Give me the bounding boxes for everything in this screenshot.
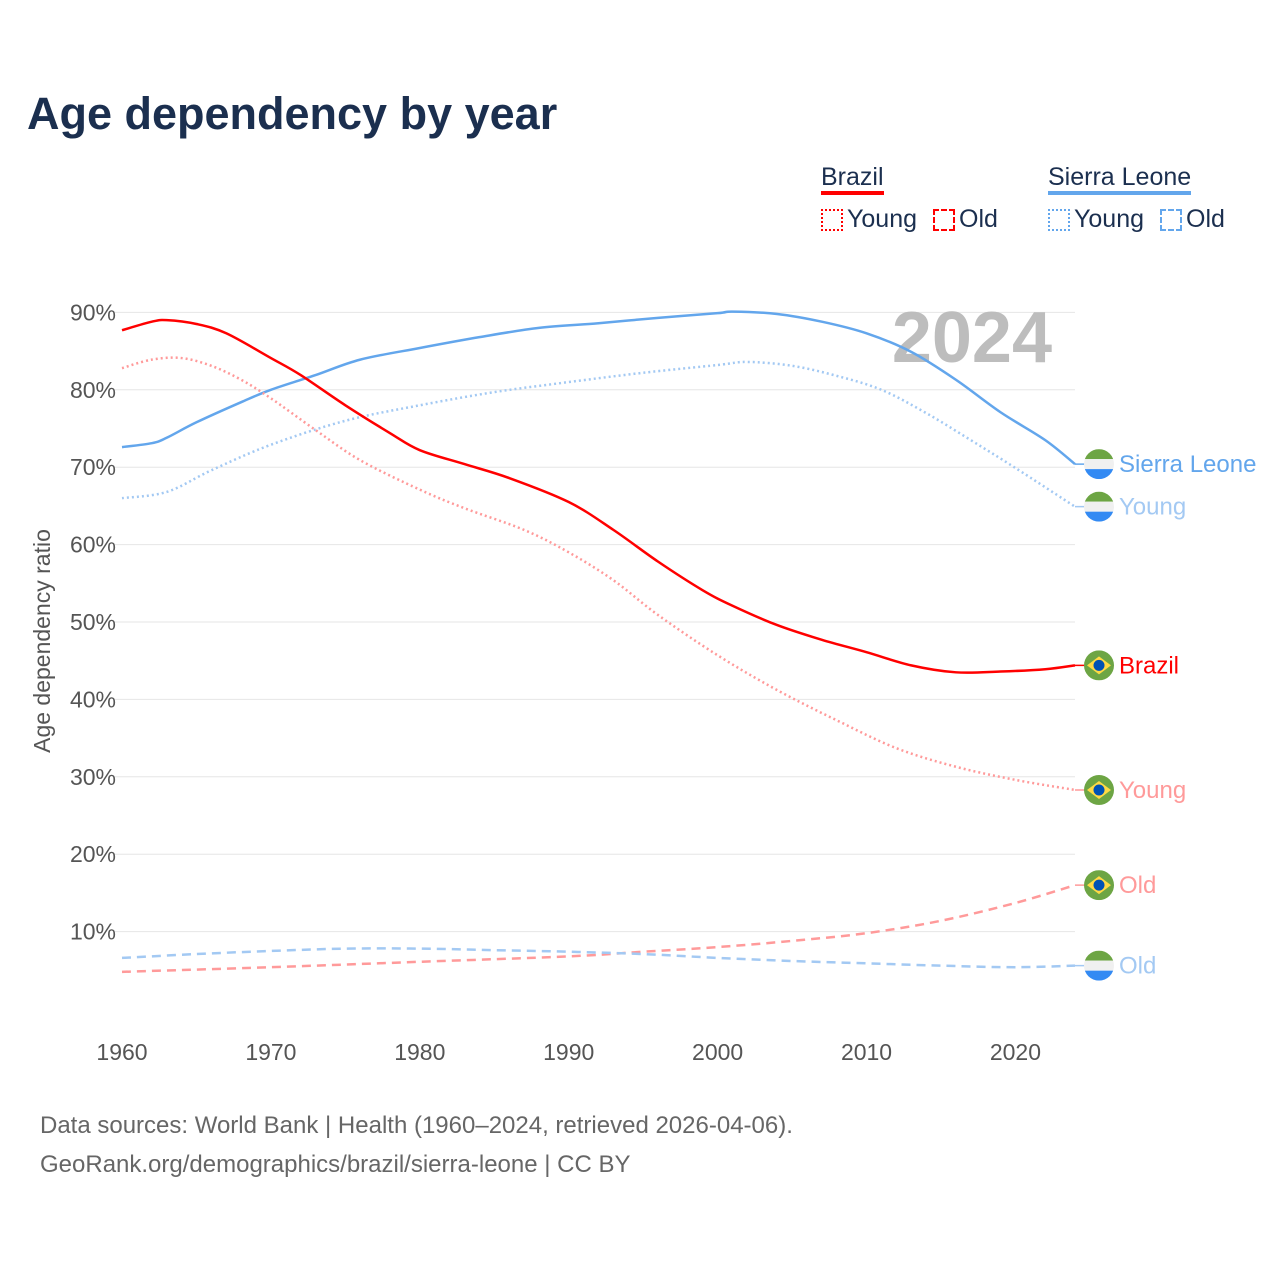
- series-line-sierra-leone-old: [121, 947, 1076, 969]
- x-tick-label: 1990: [543, 1039, 594, 1065]
- series-line-brazil-young: [121, 356, 1076, 792]
- footer-sources: Data sources: World Bank | Health (1960–…: [40, 1112, 793, 1139]
- flag-blue: [1084, 469, 1114, 480]
- legend-label: Young: [1074, 205, 1144, 233]
- flag-green: [1084, 449, 1114, 460]
- y-tick-label: 10%: [70, 919, 116, 945]
- year-watermark: 2024: [892, 298, 1052, 378]
- flag-globe: [1093, 659, 1105, 671]
- end-label: Young: [1119, 777, 1186, 804]
- end-label-group: Sierra Leone: [1075, 449, 1256, 480]
- legend-label: Old: [959, 205, 998, 233]
- y-tick-label: 70%: [70, 454, 116, 480]
- dashed-swatch-icon: [933, 208, 955, 231]
- end-label: Young: [1119, 494, 1186, 521]
- series-line-brazil: [121, 318, 1076, 674]
- end-label: Brazil: [1119, 652, 1179, 679]
- chart-title: Age dependency by year: [27, 88, 558, 139]
- x-tick-label: 1980: [394, 1039, 445, 1065]
- y-tick-label: 80%: [70, 377, 116, 403]
- legend-group-sierra-leone: Sierra Leone Young Old: [1048, 163, 1225, 234]
- legend-brazil-old[interactable]: Old: [933, 205, 998, 234]
- y-tick-label: 20%: [70, 841, 116, 867]
- brazil-flag-icon: [1084, 650, 1114, 681]
- legend-group-brazil: Brazil Young Old: [821, 163, 998, 234]
- legend-label: Young: [847, 205, 917, 233]
- series-line-sierra-leone-young: [121, 360, 1076, 508]
- y-tick-label: 40%: [70, 686, 116, 712]
- legend-sierra-leone-title: Sierra Leone: [1048, 163, 1192, 195]
- flag-white: [1084, 960, 1114, 971]
- y-tick-label: 50%: [70, 609, 116, 635]
- x-tick-label: 2000: [692, 1039, 743, 1065]
- y-tick-label: 90%: [70, 299, 116, 325]
- footer: Data sources: World Bank | Health (1960–…: [40, 1106, 793, 1184]
- x-tick-label: 2010: [841, 1039, 892, 1065]
- legend-label: Old: [1186, 205, 1225, 233]
- y-tick-label: 60%: [70, 532, 116, 558]
- flag-blue: [1084, 511, 1114, 522]
- legend-sierra-leone-young[interactable]: Young: [1048, 205, 1144, 234]
- flag-white: [1084, 459, 1114, 470]
- series-line-sierra-leone: [121, 310, 1076, 466]
- flag-green: [1084, 491, 1114, 502]
- end-label-group: Old: [1075, 870, 1156, 901]
- x-tick-label: 1970: [245, 1039, 296, 1065]
- end-label: Old: [1119, 872, 1156, 899]
- dotted-swatch-icon: [1048, 208, 1070, 231]
- legend-brazil-title: Brazil: [821, 163, 884, 195]
- end-label: Old: [1119, 953, 1156, 980]
- sierra-leone-flag-icon: [1084, 449, 1114, 480]
- brazil-flag-icon: [1084, 870, 1114, 901]
- dotted-swatch-icon: [821, 208, 843, 231]
- series-line-brazil-old: [121, 883, 1076, 974]
- brazil-flag-icon: [1084, 774, 1114, 805]
- sierra-leone-flag-icon: [1084, 950, 1114, 981]
- flag-globe: [1093, 784, 1105, 796]
- end-label-group: Young: [1075, 774, 1186, 805]
- end-label-group: Young: [1075, 491, 1186, 522]
- y-tick-label: 30%: [70, 764, 116, 790]
- end-label-group: Old: [1075, 950, 1156, 981]
- x-tick-label: 2020: [990, 1039, 1041, 1065]
- legend-sierra-leone-old[interactable]: Old: [1160, 205, 1225, 234]
- legend-brazil-young[interactable]: Young: [821, 205, 917, 234]
- end-label: Sierra Leone: [1119, 451, 1256, 478]
- sierra-leone-flag-icon: [1084, 491, 1114, 522]
- flag-white: [1084, 501, 1114, 512]
- dashed-swatch-icon: [1160, 208, 1182, 231]
- x-tick-label: 1960: [96, 1039, 147, 1065]
- flag-globe: [1093, 879, 1105, 891]
- footer-url[interactable]: GeoRank.org/demographics/brazil/sierra-l…: [40, 1151, 631, 1178]
- flag-blue: [1084, 970, 1114, 981]
- y-axis-label: Age dependency ratio: [29, 529, 55, 753]
- flag-green: [1084, 950, 1114, 961]
- end-label-group: Brazil: [1075, 650, 1179, 681]
